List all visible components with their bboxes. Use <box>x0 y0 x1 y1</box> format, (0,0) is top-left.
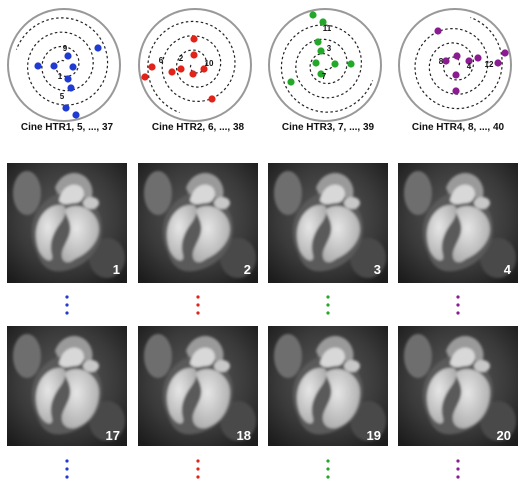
sample-labels: 9 1 5 <box>58 44 68 101</box>
sample-label: 12 <box>485 60 494 69</box>
sample-label: 1 <box>58 72 63 81</box>
trajectory-diagram: 7 3 11 <box>268 8 382 122</box>
sample-label: 9 <box>63 44 68 53</box>
sample-point <box>452 71 460 79</box>
spiral-trajectory <box>414 16 503 110</box>
sample-point <box>72 111 80 119</box>
sample-point <box>474 54 482 62</box>
sample-points <box>34 44 102 119</box>
frame-number-top: 1 <box>112 262 120 277</box>
figure-column: 7 3 11 Cine HTR3, 7, ..., 39 <box>263 0 393 488</box>
sample-point <box>50 62 58 70</box>
sample-label: 4 <box>467 62 472 71</box>
sample-point <box>453 52 461 60</box>
mri-frame-top <box>7 163 127 283</box>
sample-point <box>287 78 295 86</box>
sample-label: 11 <box>323 24 332 33</box>
sample-label: 7 <box>322 72 327 81</box>
sample-point <box>190 35 198 43</box>
sample-point <box>208 95 216 103</box>
sample-labels: 7 3 11 <box>322 24 332 81</box>
column-caption: Cine HTR1, 5, ..., 37 <box>20 122 114 133</box>
ellipsis-dots-mid <box>393 294 521 316</box>
outer-boundary-circle <box>7 8 121 122</box>
mri-frame-bottom <box>398 326 518 446</box>
sample-label: 3 <box>327 44 332 53</box>
column-caption: Cine HTR4, 8, ..., 40 <box>411 122 505 133</box>
sample-points <box>287 11 355 86</box>
sample-label: 5 <box>60 92 65 101</box>
frame-number-top: 2 <box>243 262 251 277</box>
sample-point <box>442 57 450 65</box>
outer-boundary-circle <box>398 8 512 122</box>
sample-point <box>452 87 460 95</box>
sample-point <box>317 70 325 78</box>
column-caption: Cine HTR3, 7, ..., 39 <box>281 122 375 133</box>
sample-point <box>494 59 502 67</box>
mri-frame-top <box>268 163 388 283</box>
sample-point <box>319 18 327 26</box>
trajectory-diagram: 10 2 6 <box>138 8 252 122</box>
sample-point <box>177 65 185 73</box>
ellipsis-dots-mid <box>133 294 263 316</box>
mri-frame-top <box>138 163 258 283</box>
figure-column: 9 1 5 Cine HTR1, 5, ..., 37 <box>2 0 132 488</box>
sample-point <box>501 49 509 57</box>
sample-labels: 8 4 12 <box>439 57 494 71</box>
sample-point <box>347 60 355 68</box>
sample-point <box>141 73 149 81</box>
mri-frame-bottom <box>268 326 388 446</box>
frame-number-top: 4 <box>503 262 511 277</box>
mri-frame-bottom <box>7 326 127 446</box>
mri-frame-bottom <box>138 326 258 446</box>
ellipsis-dots-bottom <box>133 458 263 480</box>
sample-point <box>67 84 75 92</box>
sample-point <box>465 57 473 65</box>
sample-point <box>148 63 156 71</box>
frame-number-bottom: 17 <box>105 428 120 443</box>
sample-point <box>34 62 42 70</box>
sample-points <box>434 27 509 95</box>
sample-point <box>62 104 70 112</box>
ellipsis-dots-bottom <box>263 458 393 480</box>
column-caption: Cine HTR2, 6, ..., 38 <box>151 122 245 133</box>
outer-boundary-circle <box>268 8 382 122</box>
trajectory-diagram: 8 4 12 <box>398 8 512 122</box>
figure-column: 10 2 6 Cine HTR2, 6, ..., 38 <box>133 0 263 488</box>
sample-point <box>314 38 322 46</box>
sample-label: 6 <box>159 56 164 65</box>
sample-point <box>331 60 339 68</box>
sample-point <box>94 44 102 52</box>
sample-point <box>312 59 320 67</box>
spiral-trajectory <box>280 24 374 113</box>
ellipsis-dots-bottom <box>393 458 521 480</box>
sample-point <box>168 68 176 76</box>
frame-number-bottom: 20 <box>496 428 511 443</box>
figure-column: 8 4 12 Cine HTR4, 8, ..., 40 <box>393 0 521 488</box>
sample-label: 10 <box>205 59 214 68</box>
spiral-trajectory <box>147 20 236 114</box>
outer-boundary-circle <box>138 8 252 122</box>
sample-point <box>434 27 442 35</box>
sample-label: 8 <box>439 57 444 66</box>
sample-point <box>317 47 325 55</box>
sample-point <box>69 63 77 71</box>
sample-point <box>309 11 317 19</box>
sample-point <box>64 75 72 83</box>
ellipsis-dots-bottom <box>2 458 132 480</box>
sample-point <box>64 52 72 60</box>
sample-label: 2 <box>179 54 184 63</box>
sample-point <box>200 65 208 73</box>
frame-number-bottom: 18 <box>236 428 251 443</box>
frame-number-top: 3 <box>373 262 381 277</box>
mri-frame-top <box>398 163 518 283</box>
sample-point <box>189 70 197 78</box>
sample-labels: 10 2 6 <box>159 54 214 68</box>
frame-number-bottom: 19 <box>366 428 381 443</box>
ellipsis-dots-mid <box>263 294 393 316</box>
ellipsis-dots-mid <box>2 294 132 316</box>
trajectory-diagram: 9 1 5 <box>7 8 121 122</box>
sample-points <box>141 35 216 103</box>
sample-point <box>190 51 198 59</box>
